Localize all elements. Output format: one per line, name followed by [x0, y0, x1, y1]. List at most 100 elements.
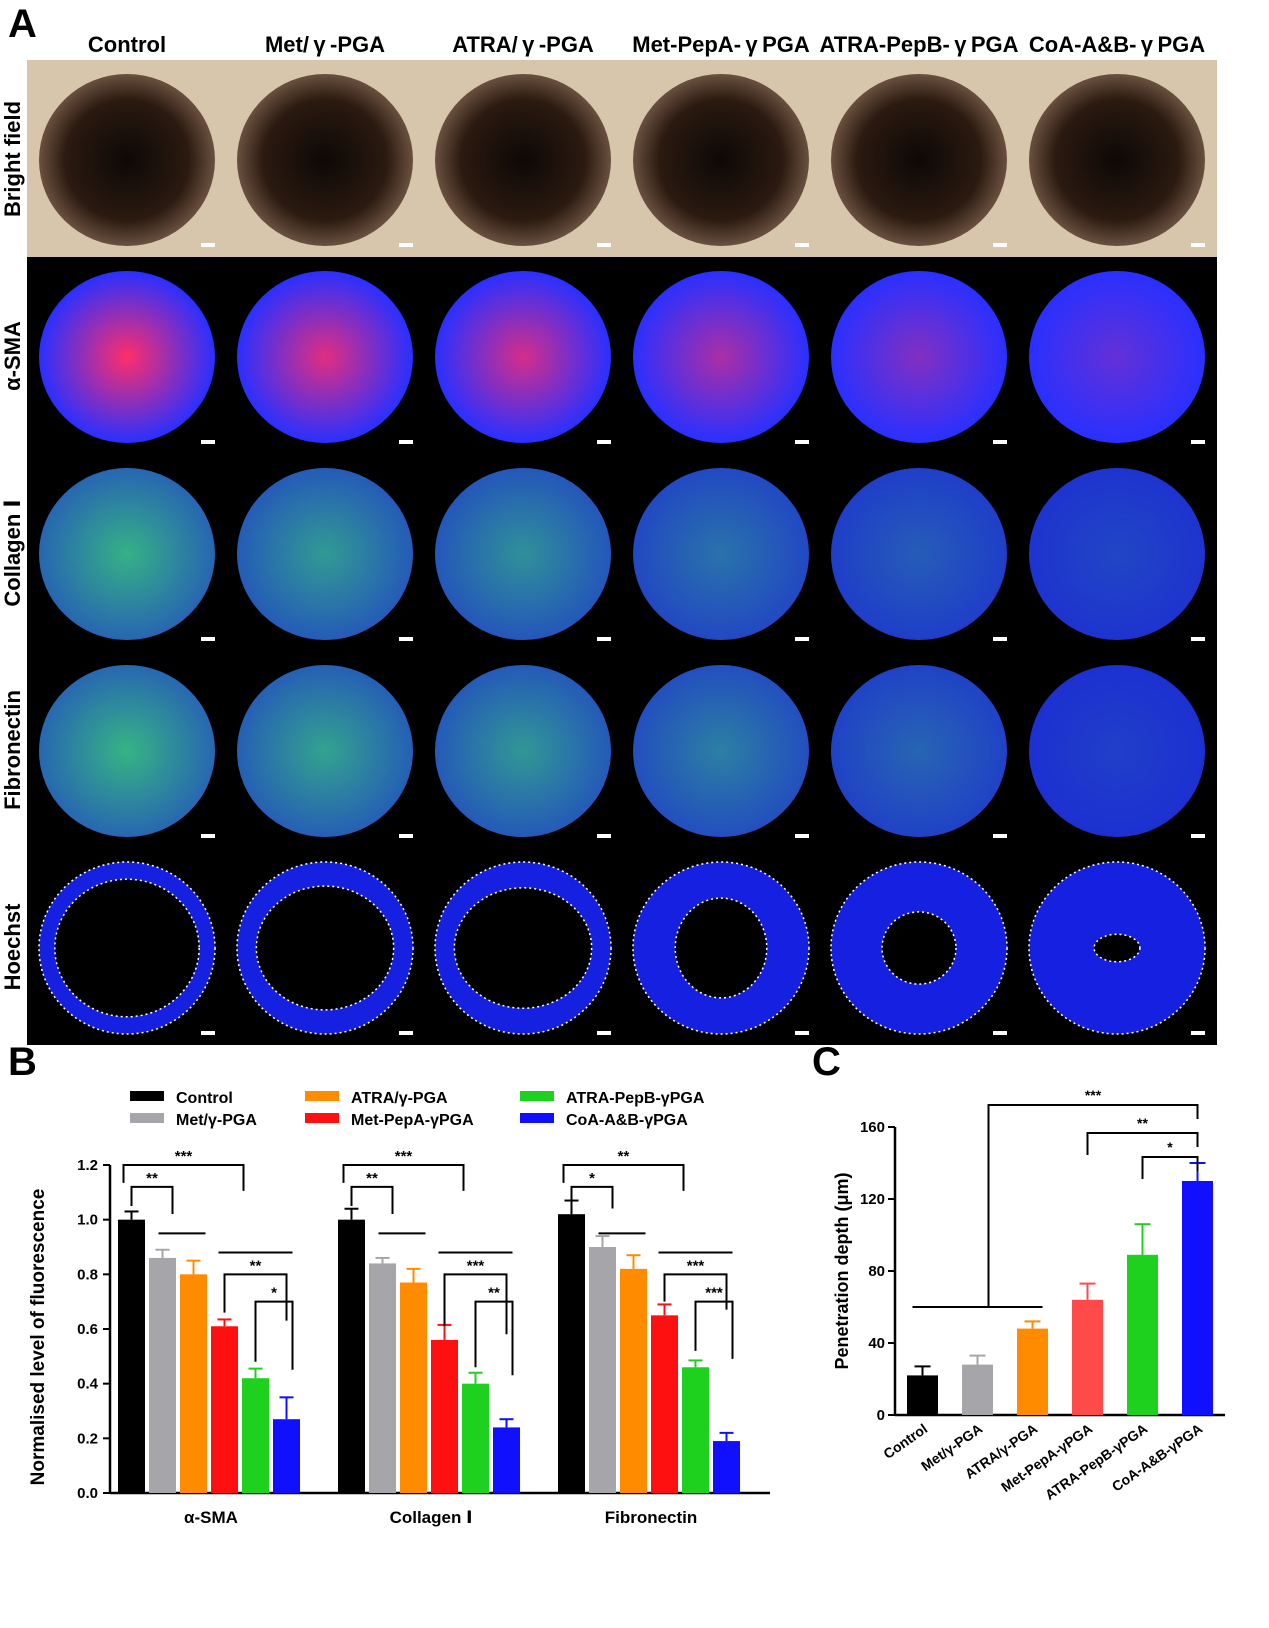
significance-marker: *	[589, 1170, 595, 1187]
panel-letter-b: B	[8, 1040, 37, 1084]
micrograph-tile	[225, 257, 425, 454]
scale-bar	[993, 243, 1007, 247]
micrograph-tile	[621, 848, 821, 1045]
significance-marker: *	[1167, 1139, 1173, 1155]
micrograph-tile	[27, 60, 227, 257]
scale-bar	[399, 243, 413, 247]
significance-marker: *	[271, 1285, 277, 1302]
significance-marker: **	[146, 1170, 158, 1187]
legend-swatch	[305, 1113, 339, 1123]
bar	[118, 1219, 145, 1493]
micrograph-tile	[225, 60, 425, 257]
scale-bar	[1191, 834, 1205, 838]
legend-entry: Met-PepA-γPGA	[351, 1112, 474, 1129]
column-title: Met/ γ -PGA	[264, 32, 386, 57]
scale-bar	[597, 834, 611, 838]
micrograph-tile	[423, 651, 623, 848]
column-title: Control	[87, 32, 167, 57]
scale-bar	[1191, 440, 1205, 444]
panel-letter-a: A	[8, 2, 37, 46]
x-category-label: Met-PepA-γPGA	[998, 1420, 1095, 1495]
micrograph-tile	[27, 454, 227, 651]
legend-entry: Met/γ-PGA	[176, 1112, 257, 1129]
bar	[1182, 1181, 1213, 1415]
significance-bracket	[474, 1300, 514, 1376]
bar	[1017, 1328, 1048, 1415]
scale-bar	[201, 637, 215, 641]
micrograph-tile	[819, 60, 1019, 257]
bar	[558, 1214, 585, 1493]
significance-marker: ***	[687, 1257, 705, 1274]
significance-bracket	[254, 1300, 294, 1370]
bar	[211, 1326, 238, 1493]
micrograph-tile	[423, 257, 623, 454]
column-title: ATRA/ γ -PGA	[452, 32, 594, 57]
significance-marker: **	[488, 1285, 500, 1302]
x-category-label: α-SMA	[184, 1508, 238, 1527]
scale-bar	[993, 637, 1007, 641]
y-axis-label: Penetration depth (μm)	[832, 1172, 852, 1369]
micrograph-tile	[225, 651, 425, 848]
bar	[400, 1282, 427, 1493]
chart-penetration-depth: 0 40 80 120 160 Penetration depth (μm) Control…	[832, 1087, 1225, 1503]
significance-bracket	[562, 1164, 685, 1191]
y-tick-label: 0.0	[77, 1485, 98, 1502]
micrograph-tile	[1017, 848, 1217, 1045]
bar	[1127, 1254, 1158, 1415]
significance-bracket	[122, 1164, 245, 1191]
bar	[962, 1364, 993, 1415]
row-label: Collagen Ⅰ	[0, 454, 26, 651]
bar	[462, 1383, 489, 1493]
scale-bar	[993, 834, 1007, 838]
scale-bar	[597, 243, 611, 247]
micrograph-tile	[621, 651, 821, 848]
column-title: CoA-A&B- γ PGA	[1028, 32, 1206, 57]
micrograph-tile	[27, 257, 227, 454]
y-tick-label: 160	[860, 1119, 885, 1136]
bar	[651, 1315, 678, 1493]
scale-bar	[597, 440, 611, 444]
significance-bracket	[1086, 1132, 1199, 1155]
x-category-label: Control	[880, 1420, 930, 1462]
row-label-text: α-SMA	[0, 320, 25, 391]
chart-fluorescence: Control Met/γ-PGA ATRA/γ-PGA Met-PepA-γPGA A…	[28, 1090, 770, 1527]
micrograph-tile	[1017, 651, 1217, 848]
significance-marker: ***	[705, 1285, 723, 1302]
micrograph-tile	[423, 848, 623, 1045]
bar	[273, 1419, 300, 1493]
y-axis-label: Normalised level of fluorescence	[28, 1189, 49, 1486]
micrograph-tile	[621, 60, 821, 257]
scale-bar	[597, 637, 611, 641]
micrograph-tile	[621, 454, 821, 651]
significance-marker: **	[250, 1257, 262, 1274]
row-label-text: Fibronectin	[0, 689, 25, 810]
x-category-label: CoA-A&B-γPGA	[1109, 1420, 1205, 1494]
micrograph-tile	[819, 454, 1019, 651]
significance-marker: ***	[175, 1148, 193, 1165]
micrograph-tile	[819, 257, 1019, 454]
x-category-label: ATRA-PepB-γPGA	[1042, 1420, 1150, 1503]
scale-bar	[795, 243, 809, 247]
scale-bar	[795, 637, 809, 641]
y-tick-label: 0.6	[77, 1321, 98, 1338]
row-label: Hoechst	[0, 848, 26, 1045]
bar	[369, 1263, 396, 1493]
bar	[180, 1274, 207, 1493]
bar	[338, 1219, 365, 1493]
scale-bar	[795, 440, 809, 444]
bar	[1072, 1299, 1103, 1415]
y-tick-label: 0.8	[77, 1266, 98, 1283]
bar	[682, 1367, 709, 1493]
significance-bracket	[223, 1273, 288, 1321]
bar	[493, 1427, 520, 1493]
micrograph-tile	[1017, 454, 1217, 651]
bar	[713, 1441, 740, 1493]
bar	[907, 1375, 938, 1415]
x-category-label: Collagen Ⅰ	[390, 1508, 473, 1527]
scale-bar	[201, 1031, 215, 1035]
row-label-text: Bright field	[0, 100, 25, 217]
scale-bar	[399, 637, 413, 641]
y-tick-label: 120	[860, 1191, 885, 1208]
legend-entry: ATRA-PepB-γPGA	[566, 1090, 705, 1107]
scale-bar	[201, 440, 215, 444]
